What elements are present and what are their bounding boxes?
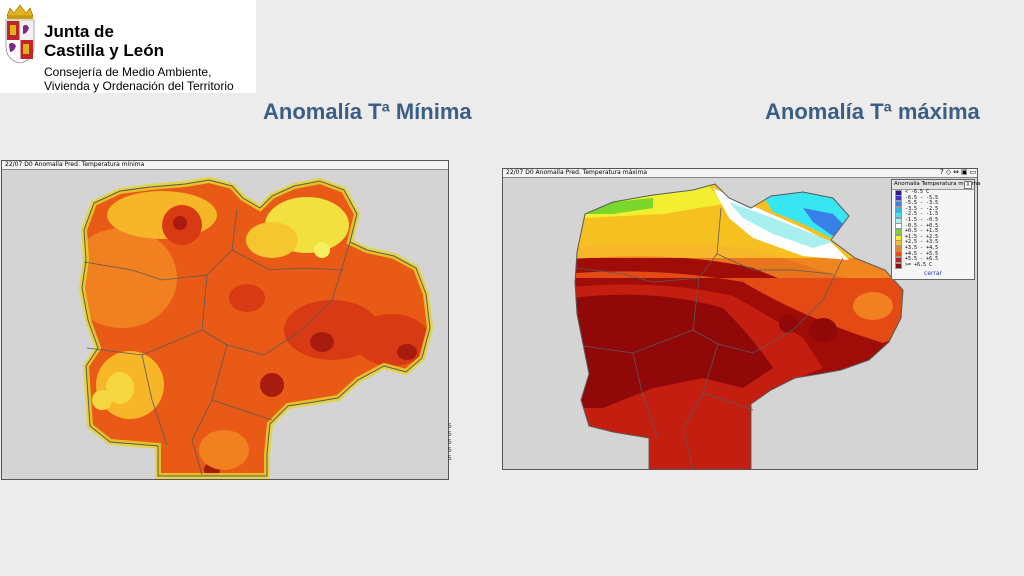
- legend-swatch: [895, 195, 902, 202]
- side-scale-value: 5: [448, 431, 452, 438]
- legend-row: +2.5 - +3.5: [892, 239, 974, 247]
- legend-swatch: [895, 189, 902, 196]
- legend-row: +0.5 - +1.5: [892, 229, 974, 235]
- legend-row: +4.5 - +5.5: [892, 250, 974, 258]
- coat-of-arms-icon: [5, 4, 35, 64]
- side-scale-value: 5: [448, 447, 452, 454]
- legend-label: +5.5 - +6.5: [905, 256, 939, 263]
- side-scale-min: 5 5 5 5 5: [448, 423, 460, 481]
- department-name: Consejería de Medio Ambiente, Vivienda y…: [44, 65, 234, 93]
- map-panel-min: 22/07 D0 Anomalía Pred. Temperatura míni…: [1, 160, 449, 480]
- legend-swatch: [895, 256, 902, 263]
- legend-swatch: [895, 240, 902, 247]
- title-min-anomaly: Anomalía Tª Mínima: [263, 99, 472, 124]
- legend-row: >= +6.5 C: [892, 261, 974, 269]
- legend-row: -5.5 - -3.5: [892, 201, 974, 207]
- legend-row: -1.5 - -0.5: [892, 216, 974, 224]
- legend-row: -0.5 - +0.5: [892, 222, 974, 230]
- junta-logo-block: Junta de Castilla y León Consejería de M…: [0, 0, 256, 93]
- diamond-icon[interactable]: ◇: [945, 168, 952, 176]
- org-name-line1: Junta de: [44, 22, 114, 41]
- window-icon[interactable]: ▭: [969, 168, 977, 176]
- legend-row: +3.5 - +4.5: [892, 244, 974, 252]
- legend-row: -6.5 - -5.5: [892, 194, 974, 202]
- org-name-line2: Castilla y León: [44, 41, 164, 60]
- legend-row: +1.5 - +2.5: [892, 233, 974, 241]
- legend-label: +0.5 - +1.5: [905, 228, 939, 235]
- anomaly-map-min: [78, 176, 434, 479]
- map-toolbar: ? ◇ ⇔ ▣ ▭: [940, 169, 976, 176]
- legend-rows: < -6.5 C -6.5 - -5.5 -5.5 - -3.5 -3.5 - -2.…: [892, 189, 974, 269]
- legend-row: -2.5 - -1.5: [892, 211, 974, 219]
- legend-panel: Anomalía Temperatura máxima X < -6.5 C -6…: [891, 179, 980, 280]
- map-header-min: 22/07 D0 Anomalía Pred. Temperatura míni…: [2, 161, 448, 170]
- map-area-min[interactable]: [2, 170, 448, 479]
- resize-icon[interactable]: ⇔: [953, 168, 959, 176]
- maximize-icon[interactable]: ▣: [960, 168, 968, 176]
- legend-label: -3.5 - -2.5: [905, 205, 939, 212]
- legend-swatch: [895, 262, 902, 269]
- legend-label: -6.5 - -5.5: [905, 194, 939, 201]
- help-icon[interactable]: ?: [940, 168, 944, 176]
- legend-row: < -6.5 C: [892, 189, 974, 196]
- legend-label: -1.5 - -0.5: [905, 216, 939, 223]
- legend-label: +4.5 - +5.5: [905, 250, 939, 257]
- legend-close-icon[interactable]: X: [964, 181, 972, 189]
- legend-label: -2.5 - -1.5: [905, 211, 939, 218]
- legend-swatch: [895, 217, 902, 224]
- legend-label: >= +6.5 C: [905, 261, 933, 268]
- legend-swatch: [895, 228, 902, 235]
- legend-swatch: [895, 200, 902, 207]
- legend-label: -0.5 - +0.5: [905, 222, 939, 229]
- legend-title: Anomalía Temperatura máxima: [892, 180, 980, 190]
- legend-label: < -6.5 C: [905, 189, 930, 195]
- side-scale-value: 5: [448, 423, 452, 430]
- side-scale-value: 5: [448, 439, 452, 446]
- legend-label: +2.5 - +3.5: [905, 239, 939, 246]
- legend-label: +1.5 - +2.5: [905, 233, 939, 240]
- legend-swatch: [895, 223, 902, 230]
- legend-close-link[interactable]: cerrar: [924, 270, 942, 278]
- org-name: Junta de Castilla y León: [44, 22, 164, 60]
- anomaly-map-max: [574, 183, 904, 469]
- title-max-anomaly: Anomalía Tª máxima: [765, 99, 980, 124]
- legend-swatch: [895, 251, 902, 258]
- map-header-max: 22/07 D0 Anomalía Pred. Temperatura máxi…: [503, 169, 977, 178]
- department-line1: Consejería de Medio Ambiente,: [44, 65, 212, 79]
- department-line2: Vivienda y Ordenación del Territorio: [44, 79, 234, 93]
- legend-row: -3.5 - -2.5: [892, 205, 974, 213]
- legend-row: +5.5 - +6.5: [892, 257, 974, 263]
- legend-swatch: [895, 245, 902, 252]
- legend-swatch: [895, 206, 902, 213]
- legend-swatch: [895, 212, 902, 219]
- side-scale-value: 5: [448, 455, 452, 462]
- legend-label: -5.5 - -3.5: [905, 200, 939, 207]
- legend-label: +3.5 - +4.5: [905, 244, 939, 251]
- legend-swatch: [895, 234, 902, 241]
